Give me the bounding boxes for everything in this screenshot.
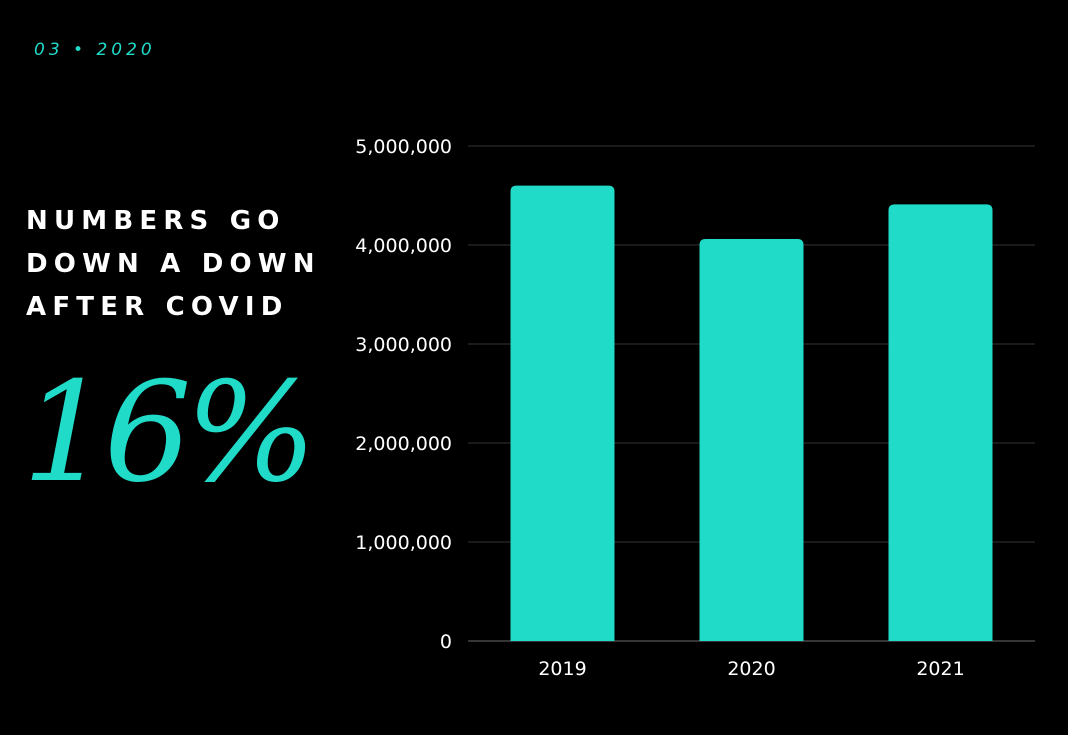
headline-line-2: DOWN A DOWN <box>26 249 321 279</box>
x-tick-label: 2020 <box>727 658 775 680</box>
y-tick-label: 2,000,000 <box>355 433 452 455</box>
x-axis-ticks: 2019 2020 2021 <box>538 658 964 680</box>
y-axis-ticks: 0 1,000,000 2,000,000 3,000,000 4,000,000 5,0… <box>355 136 452 653</box>
bars <box>510 185 993 641</box>
x-tick-label: 2021 <box>916 658 964 680</box>
bar-2021 <box>888 204 993 641</box>
bar-2019 <box>510 185 615 641</box>
headline-line-3: AFTER COVID <box>26 292 289 322</box>
y-tick-label: 3,000,000 <box>355 334 452 356</box>
y-tick-label: 5,000,000 <box>355 136 452 158</box>
headline: NUMBERS GO DOWN A DOWN AFTER COVID <box>26 200 356 329</box>
bar-2020 <box>699 239 804 641</box>
y-tick-label: 4,000,000 <box>355 235 452 257</box>
y-tick-label: 0 <box>440 631 452 653</box>
percent-stat: 16% <box>22 352 317 513</box>
y-tick-label: 1,000,000 <box>355 532 452 554</box>
x-tick-label: 2019 <box>538 658 586 680</box>
date-label: 03 • 2020 <box>34 40 156 60</box>
headline-line-1: NUMBERS GO <box>26 206 286 236</box>
